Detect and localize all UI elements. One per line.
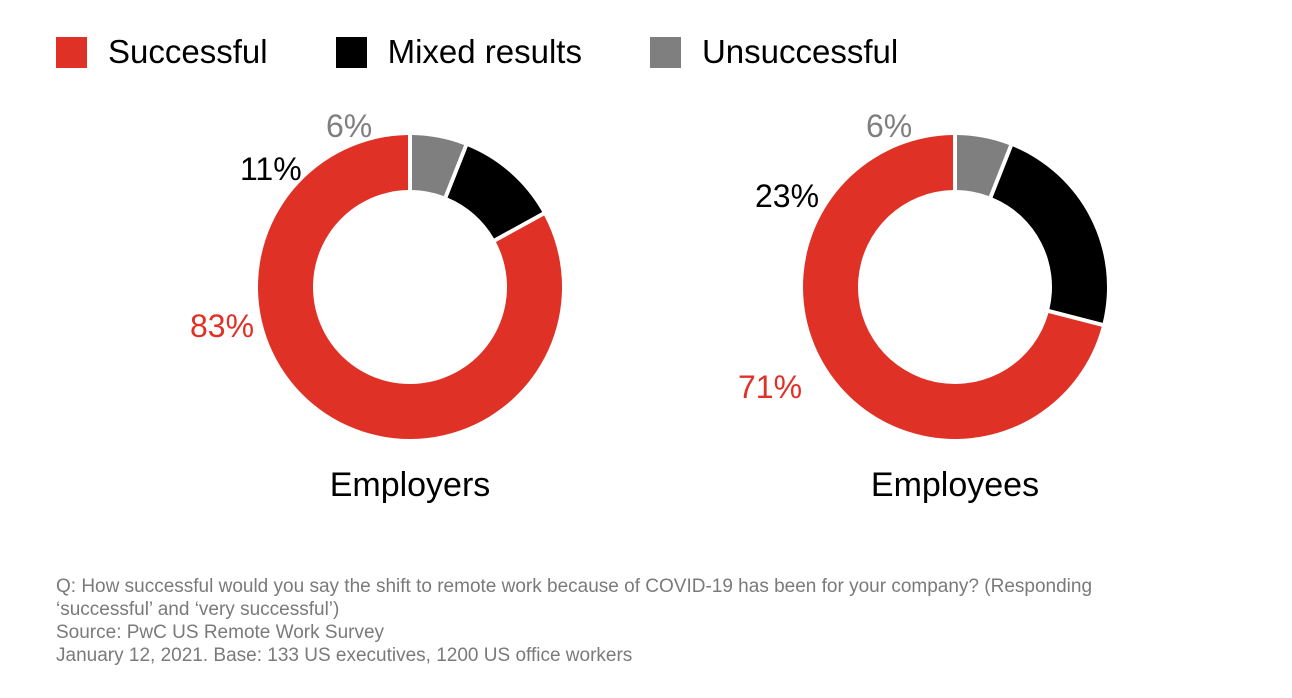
donut-charts: 83% 11% 6% Employers 71% 23% 6% Employees [190, 108, 1107, 504]
donut-employees: 71% 23% 6% Employees [738, 108, 1107, 504]
legend-swatch-successful [56, 36, 87, 68]
legend-label-successful: Successful [108, 33, 268, 70]
slice-employers-successful [257, 135, 562, 440]
footnote-question-line-1: Q: How successful would you say the shif… [56, 576, 1093, 597]
legend-swatch-mixed-results [335, 36, 367, 68]
legend-item-successful: Successful [56, 32, 268, 72]
chart-title-employers: Employers [330, 466, 491, 504]
donut-employers: 83% 11% 6% Employers [190, 108, 562, 504]
legend-item-mixed-results: Mixed results [335, 32, 582, 72]
value-label-employees-unsuccessful: 6% [866, 108, 912, 144]
footnote-base: January 12, 2021. Base: 133 US executive… [56, 645, 633, 666]
slice-employees-unsuccessful [956, 135, 1010, 197]
legend-item-unsuccessful: Unsuccessful [649, 32, 899, 72]
footnote: Q: How successful would you say the shif… [56, 575, 1276, 667]
value-label-employers-unsuccessful: 6% [326, 108, 372, 144]
slice-employers-mixed-results [447, 146, 543, 239]
value-label-employers-mixed-results: 11% [240, 151, 302, 187]
legend-label-unsuccessful: Unsuccessful [701, 33, 899, 70]
chart-title-employees: Employees [871, 466, 1039, 504]
value-label-employees-mixed-results: 23% [755, 178, 819, 214]
slice-employees-successful [802, 135, 1102, 440]
footnote-source: Source: PwC US Remote Work Survey [56, 622, 385, 643]
legend-swatch-unsuccessful [649, 36, 681, 68]
legend-label-mixed-results: Mixed results [387, 33, 582, 70]
footnote-question-line-2: ‘successful’ and ‘very successful’) [56, 599, 340, 620]
value-label-employees-successful: 71% [738, 369, 802, 405]
value-label-employers-successful: 83% [190, 308, 254, 344]
chart-legend: Successful Mixed results Unsuccessful [56, 28, 966, 76]
slice-employees-mixed-results [992, 146, 1107, 323]
slice-employers-unsuccessful [411, 135, 465, 197]
